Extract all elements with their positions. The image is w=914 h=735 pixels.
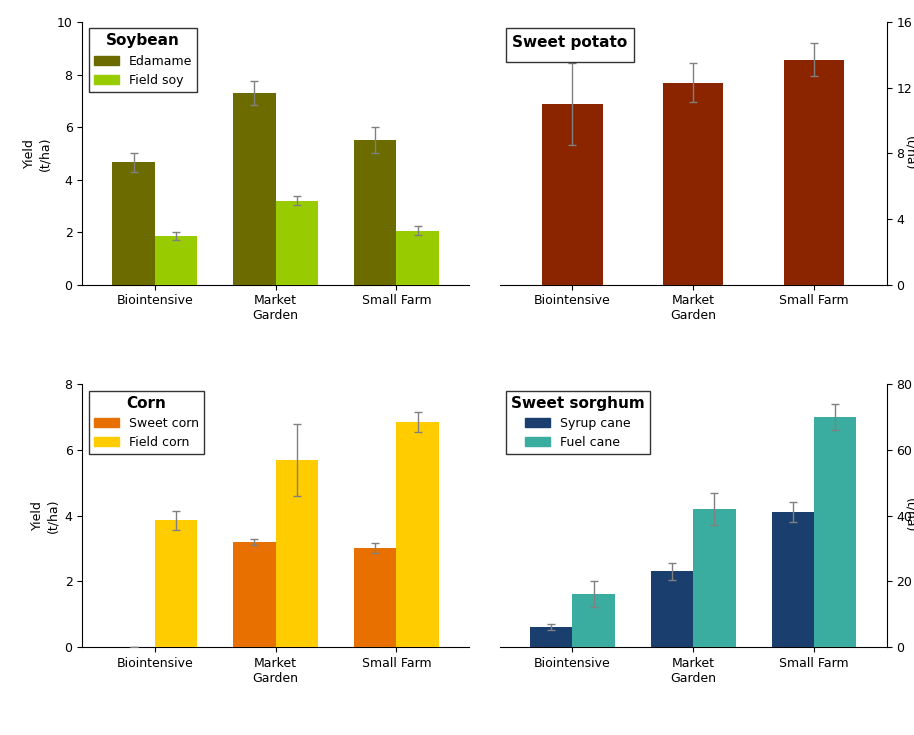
Bar <box>112 162 154 284</box>
Bar <box>154 236 197 284</box>
Bar <box>530 627 572 647</box>
Bar <box>651 571 693 647</box>
Bar <box>663 83 724 284</box>
Bar <box>276 460 318 647</box>
Bar <box>276 201 318 284</box>
Y-axis label: Yield
(t/ha): Yield (t/ha) <box>23 136 51 171</box>
Y-axis label: Yield
(t/ha): Yield (t/ha) <box>31 498 59 533</box>
Legend: Sweet corn, Field corn: Sweet corn, Field corn <box>89 390 204 454</box>
Bar <box>693 509 736 647</box>
Y-axis label: Yield
(t/ha): Yield (t/ha) <box>904 136 914 171</box>
Legend:  <box>506 29 634 62</box>
Legend: Syrup cane, Fuel cane: Syrup cane, Fuel cane <box>506 390 650 454</box>
Bar <box>397 422 439 647</box>
Bar <box>354 548 397 647</box>
Bar <box>542 104 602 284</box>
Bar <box>784 60 845 284</box>
Bar <box>397 231 439 284</box>
Y-axis label: Yield
(t/ha): Yield (t/ha) <box>904 498 914 533</box>
Bar <box>354 140 397 284</box>
Bar <box>814 417 856 647</box>
Bar <box>233 542 276 647</box>
Legend: Edamame, Field soy: Edamame, Field soy <box>89 29 197 92</box>
Bar <box>572 595 615 647</box>
Bar <box>233 93 276 284</box>
Bar <box>154 520 197 647</box>
Bar <box>771 512 814 647</box>
